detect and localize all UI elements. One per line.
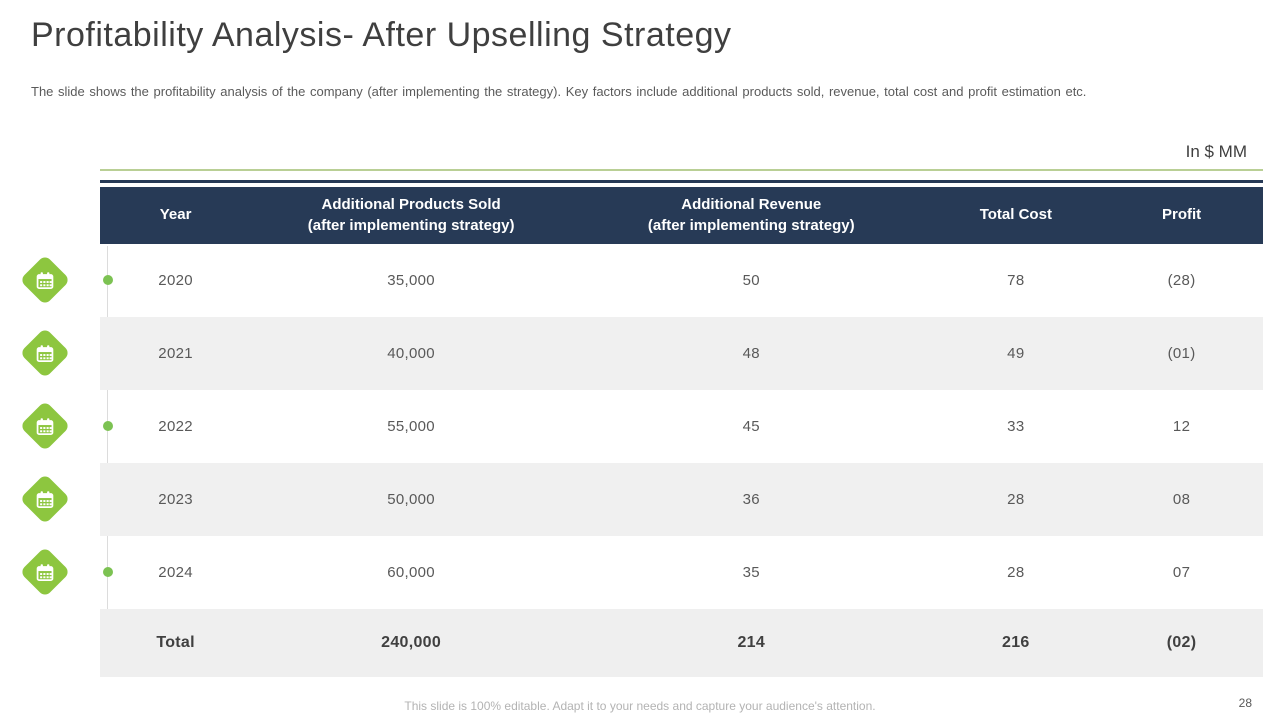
calendar-icon <box>36 563 54 581</box>
profit-cell: 12 <box>1172 418 1191 435</box>
slide-subtitle: The slide shows the profitability analys… <box>31 84 1087 99</box>
year-cell: 2020 <box>158 272 193 289</box>
unit-label: In $ MM <box>1185 142 1247 161</box>
editable-note: This slide is 100% editable. Adapt it to… <box>404 699 876 713</box>
products-sold-cell: 60,000 <box>387 564 435 581</box>
revenue-cell: 48 <box>571 317 932 390</box>
total-cost-cell: 78 <box>1007 272 1025 289</box>
products-sold-cell: 40,000 <box>251 317 571 390</box>
year-cell: 2022 <box>158 418 193 435</box>
column-header-total-cost: Total Cost <box>931 187 1101 244</box>
column-header-products-sold: Additional Products Sold (after implement… <box>251 187 571 244</box>
revenue-cell: 45 <box>742 418 760 435</box>
page-title: Profitability Analysis- After Upselling … <box>31 16 732 54</box>
revenue-cell: 35 <box>742 564 760 581</box>
table-row: 2022 55,000 45 33 12 <box>100 390 1263 463</box>
column-header-sublabel: (after implementing strategy) <box>647 216 855 234</box>
total-label-cell: Total <box>100 609 252 677</box>
timeline-dot <box>103 275 113 285</box>
column-header-sublabel: (after implementing strategy) <box>307 216 515 234</box>
revenue-cell: 36 <box>571 463 932 536</box>
year-marker-diamond <box>19 473 71 525</box>
timeline-dot <box>103 421 113 431</box>
timeline-dot <box>103 567 113 577</box>
total-cost-cell: 49 <box>931 317 1101 390</box>
page-number: 28 <box>1238 696 1252 710</box>
timeline-connector-line <box>107 246 108 674</box>
year-marker-diamond <box>19 400 71 452</box>
products-sold-cell: 50,000 <box>251 463 571 536</box>
profit-cell: (01) <box>1100 317 1263 390</box>
profit-cell: 08 <box>1100 463 1263 536</box>
column-header-revenue: Additional Revenue (after implementing st… <box>571 187 932 244</box>
year-marker-diamond <box>19 546 71 598</box>
profitability-table: Year Additional Products Sold (after impl… <box>100 187 1263 677</box>
calendar-icon <box>36 490 54 508</box>
column-header-label: Additional Products Sold <box>321 196 501 214</box>
revenue-total-cell: 214 <box>571 609 932 677</box>
profit-total-cell: (02) <box>1100 609 1263 677</box>
column-header-label: Profit <box>1161 206 1202 224</box>
year-marker-diamond <box>19 327 71 379</box>
table-total-row: Total 240,000 214 216 (02) <box>100 609 1263 677</box>
products-sold-cell: 35,000 <box>387 272 435 289</box>
revenue-cell: 50 <box>742 272 760 289</box>
column-header-label: Additional Revenue <box>681 196 822 214</box>
calendar-icon <box>36 271 54 289</box>
table-top-divider <box>100 180 1263 183</box>
total-cost-cell: 28 <box>1007 564 1025 581</box>
table-row: 2024 60,000 35 28 07 <box>100 536 1263 609</box>
year-cell: 2021 <box>100 317 252 390</box>
column-header-profit: Profit <box>1100 187 1263 244</box>
profit-cell: 07 <box>1172 564 1191 581</box>
table-row: 2020 35,000 50 78 (28) <box>100 244 1263 317</box>
column-header-label: Total Cost <box>979 206 1052 224</box>
total-cost-total-cell: 216 <box>931 609 1101 677</box>
calendar-icon <box>36 344 54 362</box>
table-row: 2021 40,000 48 49 (01) <box>100 317 1263 390</box>
year-marker-diamond <box>19 254 71 306</box>
year-cell: 2023 <box>100 463 252 536</box>
products-sold-total-cell: 240,000 <box>251 609 571 677</box>
profit-cell: (28) <box>1167 272 1196 289</box>
column-header-label: Year <box>159 206 192 224</box>
table-row: 2023 50,000 36 28 08 <box>100 463 1263 536</box>
year-cell: 2024 <box>158 564 193 581</box>
total-cost-cell: 28 <box>931 463 1101 536</box>
column-header-year: Year <box>100 187 252 244</box>
calendar-icon <box>36 417 54 435</box>
table-header-row: Year Additional Products Sold (after impl… <box>100 187 1263 244</box>
top-green-divider <box>100 169 1263 171</box>
total-cost-cell: 33 <box>1007 418 1025 435</box>
products-sold-cell: 55,000 <box>387 418 435 435</box>
